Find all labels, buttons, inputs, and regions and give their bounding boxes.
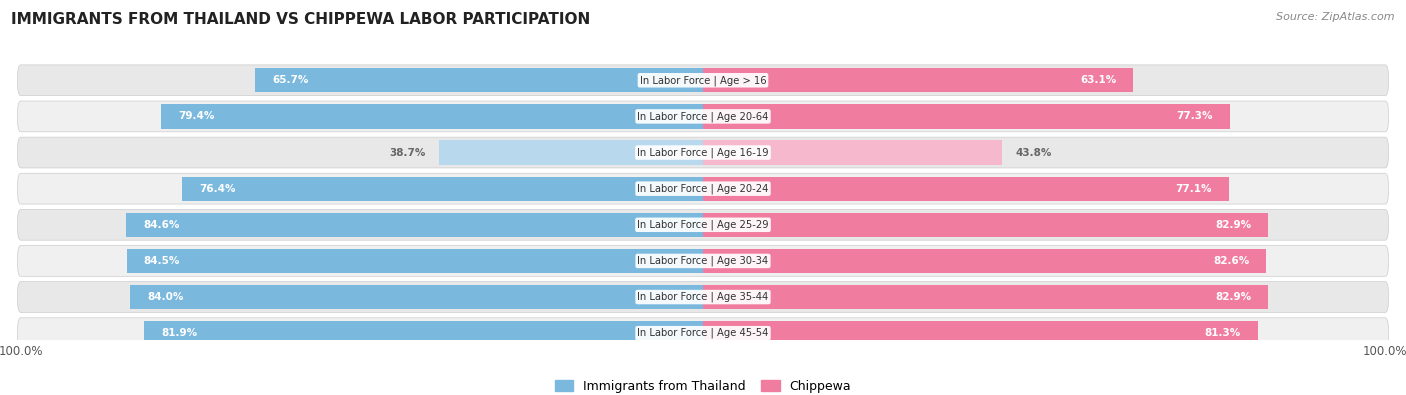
Bar — [181, 177, 703, 201]
Bar — [439, 140, 703, 165]
Bar — [703, 177, 1229, 201]
Text: 38.7%: 38.7% — [389, 148, 426, 158]
Bar — [703, 249, 1267, 273]
Bar — [703, 285, 1268, 309]
Text: In Labor Force | Age 35-44: In Labor Force | Age 35-44 — [637, 292, 769, 302]
FancyBboxPatch shape — [17, 173, 1389, 204]
Bar — [703, 321, 1257, 345]
Bar — [127, 213, 703, 237]
Text: 82.9%: 82.9% — [1215, 220, 1251, 230]
Bar — [703, 140, 1001, 165]
Text: 84.5%: 84.5% — [143, 256, 180, 266]
Text: 79.4%: 79.4% — [179, 111, 215, 121]
FancyBboxPatch shape — [17, 246, 1389, 276]
Bar — [703, 104, 1230, 128]
Text: In Labor Force | Age 20-64: In Labor Force | Age 20-64 — [637, 111, 769, 122]
Text: 81.3%: 81.3% — [1205, 328, 1240, 338]
Text: Source: ZipAtlas.com: Source: ZipAtlas.com — [1277, 12, 1395, 22]
Bar — [703, 68, 1133, 92]
Text: IMMIGRANTS FROM THAILAND VS CHIPPEWA LABOR PARTICIPATION: IMMIGRANTS FROM THAILAND VS CHIPPEWA LAB… — [11, 12, 591, 27]
Text: In Labor Force | Age 20-24: In Labor Force | Age 20-24 — [637, 183, 769, 194]
Text: 77.3%: 77.3% — [1177, 111, 1213, 121]
Legend: Immigrants from Thailand, Chippewa: Immigrants from Thailand, Chippewa — [550, 375, 856, 395]
Bar — [254, 68, 703, 92]
Text: 84.0%: 84.0% — [148, 292, 183, 302]
Text: In Labor Force | Age 25-29: In Labor Force | Age 25-29 — [637, 220, 769, 230]
Text: 77.1%: 77.1% — [1175, 184, 1212, 194]
Bar — [162, 104, 703, 128]
Text: 82.6%: 82.6% — [1213, 256, 1250, 266]
FancyBboxPatch shape — [17, 282, 1389, 312]
Text: 65.7%: 65.7% — [271, 75, 308, 85]
Text: In Labor Force | Age > 16: In Labor Force | Age > 16 — [640, 75, 766, 86]
FancyBboxPatch shape — [17, 137, 1389, 168]
Text: 84.6%: 84.6% — [143, 220, 180, 230]
Bar — [129, 285, 703, 309]
FancyBboxPatch shape — [17, 65, 1389, 96]
Text: 63.1%: 63.1% — [1080, 75, 1116, 85]
FancyBboxPatch shape — [17, 101, 1389, 132]
Text: 82.9%: 82.9% — [1215, 292, 1251, 302]
Bar — [703, 213, 1268, 237]
Bar — [127, 249, 703, 273]
FancyBboxPatch shape — [17, 318, 1389, 348]
Text: In Labor Force | Age 16-19: In Labor Force | Age 16-19 — [637, 147, 769, 158]
Text: In Labor Force | Age 30-34: In Labor Force | Age 30-34 — [637, 256, 769, 266]
Text: 81.9%: 81.9% — [162, 328, 197, 338]
Bar — [145, 321, 703, 345]
Text: In Labor Force | Age 45-54: In Labor Force | Age 45-54 — [637, 328, 769, 339]
Text: 76.4%: 76.4% — [198, 184, 235, 194]
Text: 43.8%: 43.8% — [1015, 148, 1052, 158]
FancyBboxPatch shape — [17, 209, 1389, 240]
